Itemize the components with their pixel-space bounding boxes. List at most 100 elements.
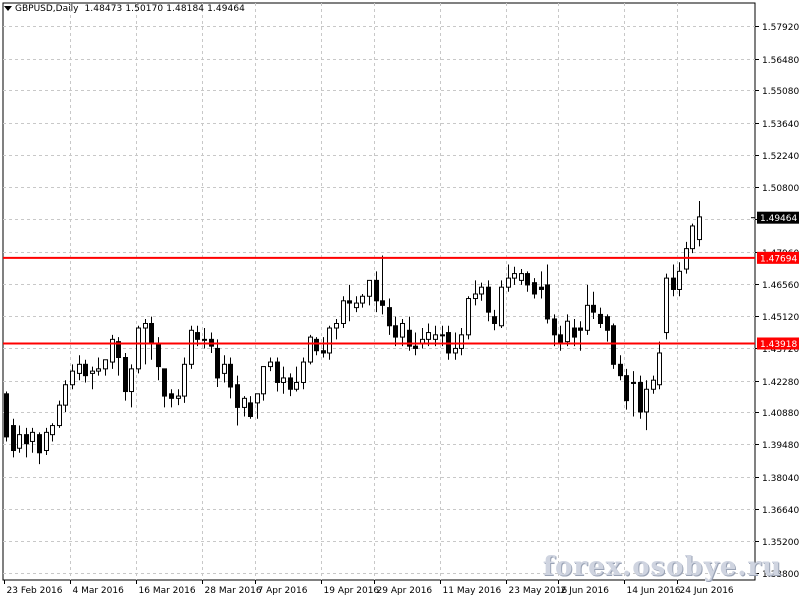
candle-bull (103, 359, 108, 370)
x-tick-label: 11 May 2016 (443, 586, 502, 596)
candle-bear (169, 393, 174, 399)
dropdown-arrow-icon[interactable] (4, 6, 12, 11)
candle-bull (50, 425, 55, 436)
y-tick-label: 1.46560 (762, 281, 799, 291)
x-tick-label: 7 Apr 2016 (258, 586, 308, 596)
x-tick-label: 23 Feb 2016 (7, 586, 63, 596)
candle-bear (195, 332, 200, 340)
x-tick-label: 24 Jun 2016 (680, 586, 734, 596)
candle-bear (486, 286, 491, 313)
y-tick-label: 1.45120 (762, 313, 799, 323)
candle-bull (400, 322, 405, 338)
candle-bull (466, 298, 471, 336)
candle-bull (129, 368, 134, 393)
x-tick-label: 29 Apr 2016 (377, 586, 433, 596)
candle-bear (11, 425, 16, 452)
candle-bear (123, 357, 128, 393)
candle-bear (618, 363, 623, 377)
candle-bull (143, 322, 148, 329)
candle-bull (189, 329, 194, 365)
level-label-bg (757, 251, 799, 264)
candle-bull (565, 320, 570, 343)
candle-bull (57, 404, 62, 427)
candle-bull (657, 352, 662, 386)
candle-bull (90, 370, 95, 374)
y-tick-label: 1.36640 (762, 506, 799, 516)
level-label-bg (757, 337, 799, 350)
x-tick-label: 16 Mar 2016 (139, 586, 196, 596)
candle-bull (294, 381, 299, 390)
candle-bull (268, 361, 273, 368)
candle-bull (63, 384, 68, 406)
candle-bear (321, 350, 326, 354)
candle-bear (380, 300, 385, 306)
candle-bear (24, 434, 29, 445)
candle-bull (334, 322, 339, 329)
y-tick-label: 1.33800 (762, 570, 799, 580)
candle-bull (281, 377, 286, 383)
candle-bull (631, 381, 636, 384)
y-tick-label: 1.52240 (762, 152, 799, 162)
candle-bull (459, 334, 464, 349)
chart-header: GBPUSD,Daily 1.48473 1.50170 1.48184 1.49… (4, 4, 245, 14)
y-tick-label: 1.53640 (762, 120, 799, 130)
candle-bull (440, 334, 445, 337)
candle-bear (532, 282, 537, 295)
candle-bull (453, 347, 458, 354)
y-tick-label: 1.50800 (762, 184, 799, 194)
candle-bear (248, 402, 253, 417)
x-tick-label: 28 Mar 2016 (205, 586, 262, 596)
y-tick-label: 1.42280 (762, 378, 799, 388)
candle-bear (228, 363, 233, 388)
x-tick-label: 19 Apr 2016 (324, 586, 380, 596)
candle-bull (202, 338, 207, 341)
y-tick-label: 1.43720 (762, 345, 799, 355)
candle-bear (314, 338, 319, 352)
candle-bull (222, 363, 227, 374)
candle-bear (407, 329, 412, 347)
candle-bear (4, 393, 9, 438)
candle-bear (624, 375, 629, 402)
current-price-label: 1.49464 (760, 214, 797, 224)
candle-bull (70, 370, 75, 386)
x-tick-label: 14 Jun 2016 (627, 586, 681, 596)
candle-bull (426, 332, 431, 340)
candle-bull (677, 270, 682, 290)
candle-bear (149, 322, 154, 345)
candle-bull (519, 273, 524, 281)
x-tick-label: 23 May 2016 (509, 586, 568, 596)
candle-bear (492, 316, 497, 324)
candle-bull (182, 363, 187, 397)
y-tick-label: 1.39480 (762, 441, 799, 451)
candle-bear (387, 307, 392, 327)
candle-bear (235, 384, 240, 408)
candle-bull (664, 277, 669, 334)
y-tick-label: 1.55080 (762, 87, 799, 97)
y-tick-label: 1.57920 (762, 23, 799, 33)
candle-bear (162, 368, 167, 397)
candle-bear (572, 327, 577, 338)
candle-bear (578, 327, 583, 331)
candle-bull (96, 368, 101, 372)
y-tick-label: 1.38040 (762, 474, 799, 484)
candle-bear (116, 341, 121, 359)
candle-bull (697, 216, 702, 241)
candle-bull (77, 363, 82, 374)
candle-bear (413, 345, 418, 349)
current-price-bg (757, 211, 799, 224)
candle-bull (473, 293, 478, 300)
plot-frame (2, 2, 756, 581)
symbol-timeframe: GBPUSD,Daily (15, 4, 79, 14)
candle-bull (44, 431, 49, 452)
candle-bull (110, 338, 115, 363)
candle-bear (671, 277, 676, 290)
candle-bear (638, 381, 643, 413)
candle-bear (275, 361, 280, 383)
candle-bull (506, 277, 511, 288)
candle-bull (176, 395, 181, 399)
candle-bear (598, 313, 603, 324)
candle-bull (301, 361, 306, 383)
candle-bear (215, 347, 220, 379)
candle-bull (479, 286, 484, 295)
